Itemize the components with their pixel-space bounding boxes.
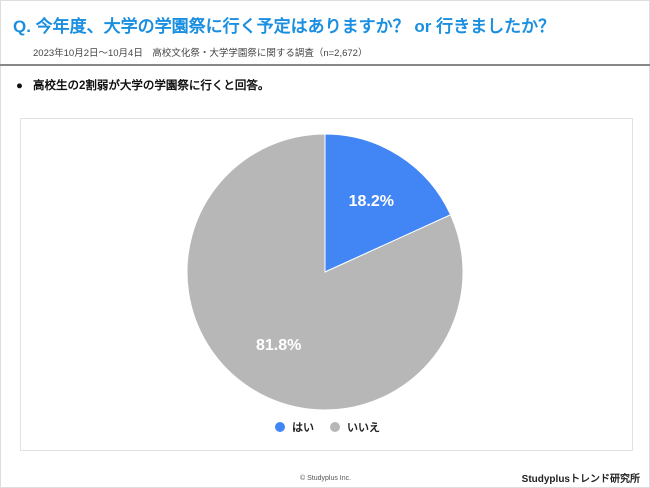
page-title: Q. 今年度、大学の学園祭に行く予定はありますか？ or 行きましたか？ [13,17,556,36]
survey-subtitle: 2023年10月2日〜10月4日 高校文化祭・大学学園祭に関する調査（n=2,6… [33,48,368,59]
legend-label-1: いいえ [347,421,380,434]
header-divider [0,64,650,66]
pie-slice-0 [324,133,452,273]
brand-logo: Studyplusトレンド研究所 [521,474,640,485]
legend-marker-0 [275,422,285,432]
slice-label-1: 81.8% [256,337,301,354]
slice-label-0: 18.2% [349,193,394,210]
bullet-icon: ● [16,80,23,92]
summary-bullet: ● 高校生の2割弱が大学の学園祭に行くと回答。 [16,77,269,93]
pie-slice-1 [186,133,464,411]
legend-marker-1 [330,422,340,432]
chart-container [20,118,633,451]
copyright: © Studyplus Inc. [300,475,352,482]
summary-text: 高校生の2割弱が大学の学園祭に行くと回答。 [32,80,270,92]
legend-label-0: はい [292,421,314,434]
